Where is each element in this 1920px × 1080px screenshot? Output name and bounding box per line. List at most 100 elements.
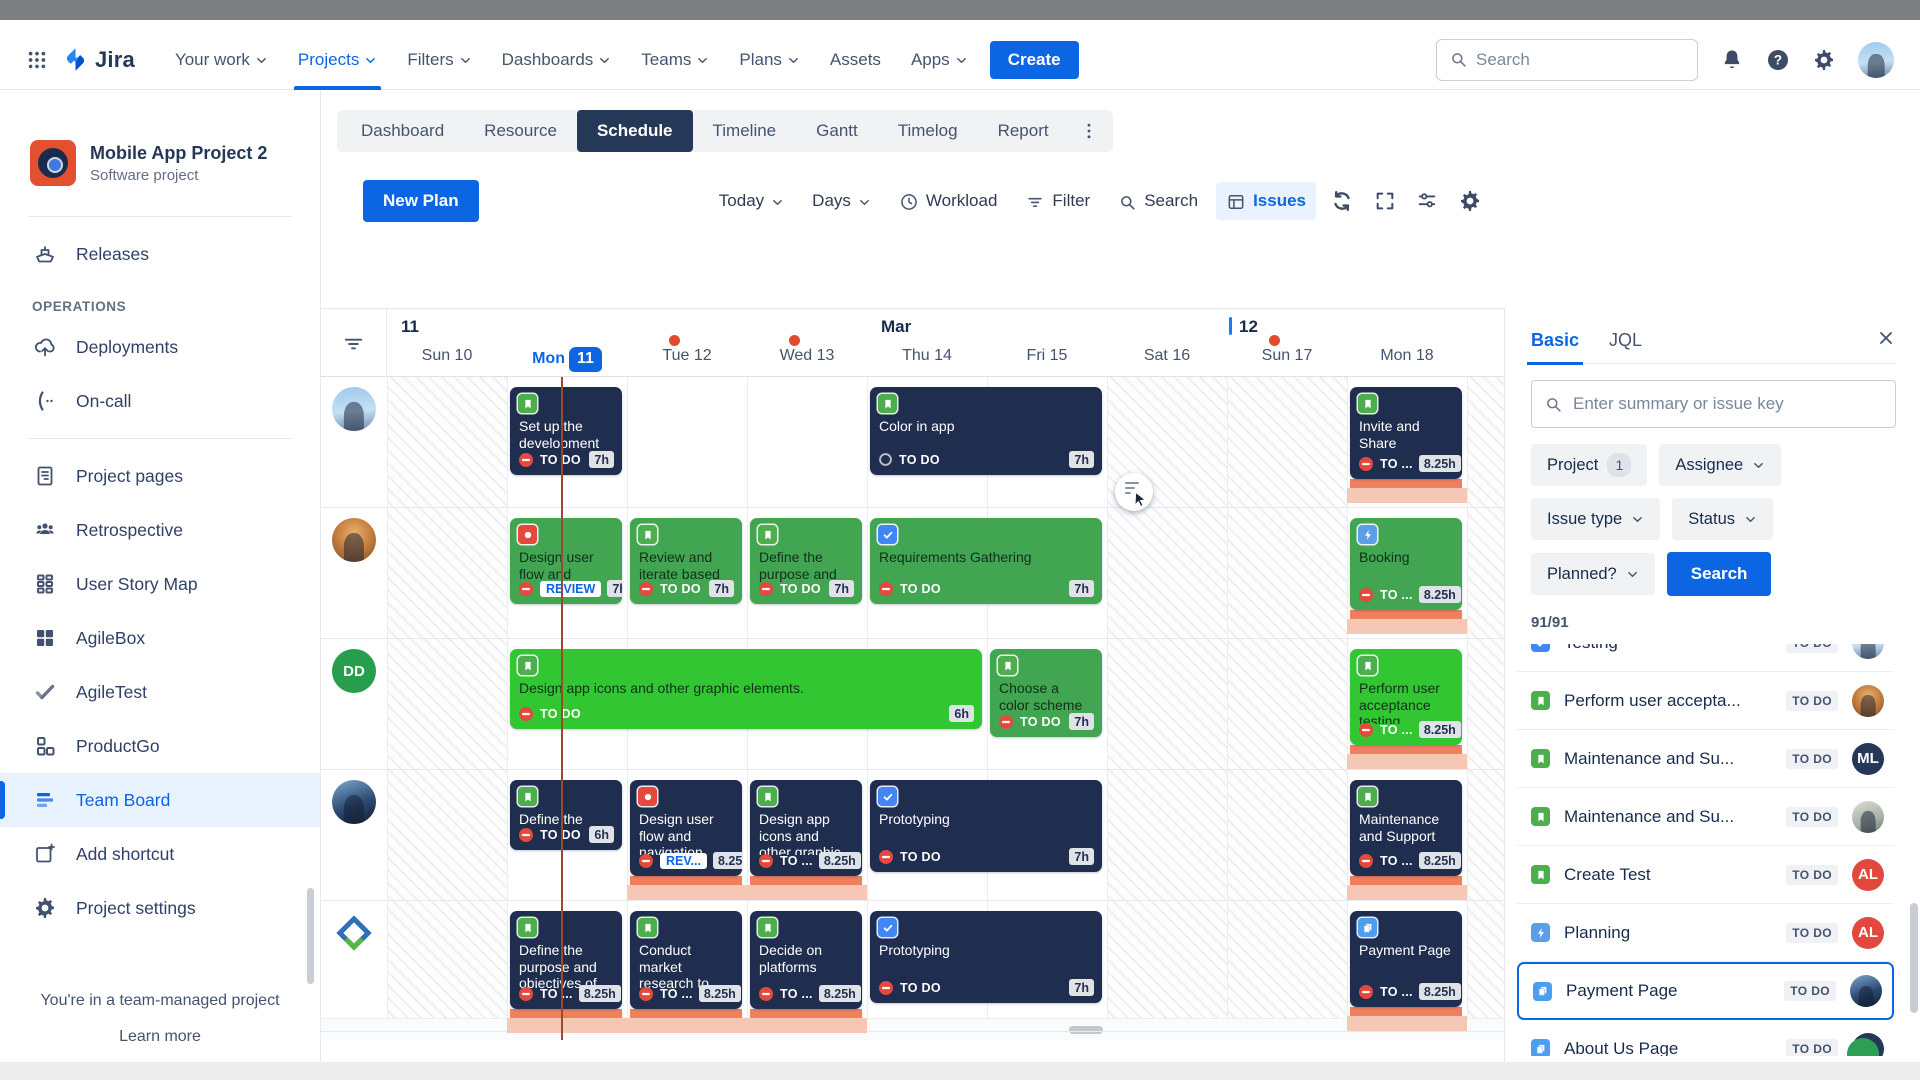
filter-button[interactable]: Filter: [1015, 182, 1100, 220]
sidebar-item-agiletest[interactable]: AgileTest: [0, 665, 320, 719]
horizontal-scrollbar[interactable]: [1069, 1026, 1103, 1034]
issue-search-field[interactable]: [1531, 380, 1896, 428]
sidebar-item-on-call[interactable]: On-call: [0, 374, 320, 428]
day-header-tue-12[interactable]: Tue 12: [662, 347, 712, 364]
nav-item-your-work[interactable]: Your work: [163, 30, 280, 90]
issue-row[interactable]: Payment Page TO DO: [1517, 962, 1894, 1020]
filter-chip-issuetype[interactable]: Issue type: [1531, 498, 1661, 540]
issue-row[interactable]: Planning TO DO AL: [1517, 904, 1894, 962]
panel-search-button[interactable]: Search: [1666, 552, 1772, 596]
task-card[interactable]: Booking TO ... 8.25h: [1350, 518, 1462, 610]
sidebar-item-releases[interactable]: Releases: [0, 227, 320, 281]
task-card[interactable]: Conduct market research to TO ... 8.25h: [630, 911, 742, 1009]
task-card[interactable]: Define the purpose and TO DO 7h: [750, 518, 862, 604]
issue-row[interactable]: Perform user accepta... TO DO: [1517, 672, 1894, 730]
close-icon[interactable]: [1876, 328, 1896, 353]
filter-chip-planned[interactable]: Planned?: [1531, 553, 1655, 595]
tab-gantt[interactable]: Gantt: [816, 121, 858, 140]
sidebar-item-project-settings[interactable]: Project settings: [0, 881, 320, 935]
more-options-icon[interactable]: [1069, 121, 1109, 141]
nav-item-dashboards[interactable]: Dashboards: [490, 30, 624, 90]
tab-schedule[interactable]: Schedule: [576, 110, 693, 152]
task-card[interactable]: Define the purpose and objectives of TO .…: [510, 911, 622, 1009]
display-settings-icon[interactable]: [1410, 184, 1444, 218]
task-card[interactable]: Design app icons and other graphic TO ...…: [750, 780, 862, 876]
app-switcher-icon[interactable]: [26, 49, 48, 71]
task-card[interactable]: Requirements Gathering TO DO 7h: [870, 518, 1102, 604]
sidebar-item-productgo[interactable]: ProductGo: [0, 719, 320, 773]
day-header-mon-11[interactable]: Mon 11: [507, 347, 627, 372]
tab-report[interactable]: Report: [997, 121, 1049, 140]
task-card[interactable]: Maintenance and Support TO ... 8.25h: [1350, 780, 1462, 876]
task-card[interactable]: Decide on platforms TO ... 8.25h: [750, 911, 862, 1009]
day-header-thu-14[interactable]: Thu 14: [902, 347, 952, 364]
filter-chip-project[interactable]: Project 1: [1531, 444, 1648, 486]
panel-tab-basic[interactable]: Basic: [1526, 330, 1584, 365]
settings-gear-icon[interactable]: [1812, 48, 1836, 72]
fullscreen-icon[interactable]: [1368, 184, 1402, 218]
filter-chip-assignee[interactable]: Assignee: [1659, 444, 1782, 486]
create-button[interactable]: Create: [989, 40, 1079, 79]
search-button-toolbar[interactable]: Search: [1108, 183, 1208, 220]
jira-logo[interactable]: Jira: [62, 46, 135, 73]
nav-item-projects[interactable]: Projects: [286, 30, 389, 90]
sidebar-item-agilebox[interactable]: AgileBox: [0, 611, 320, 665]
day-header-sun-10[interactable]: Sun 10: [421, 347, 473, 364]
nav-item-plans[interactable]: Plans: [727, 30, 812, 90]
filter-chip-status[interactable]: Status: [1672, 498, 1773, 540]
task-card[interactable]: Review and iterate based TO DO 7h: [630, 518, 742, 604]
sidebar-item-project-pages[interactable]: Project pages: [0, 449, 320, 503]
day-header-wed-13[interactable]: Wed 13: [779, 347, 835, 364]
panel-scrollbar[interactable]: [1910, 903, 1918, 1013]
global-search[interactable]: [1436, 38, 1698, 81]
task-card[interactable]: Prototyping TO DO 7h: [870, 911, 1102, 1003]
task-card[interactable]: Choose a color scheme TO DO 7h: [990, 649, 1102, 737]
sidebar-item-add-shortcut[interactable]: Add shortcut: [0, 827, 320, 881]
sidebar-scrollbar[interactable]: [307, 888, 314, 984]
issue-row[interactable]: Testing TO DO: [1517, 644, 1894, 672]
new-plan-button[interactable]: New Plan: [363, 180, 479, 222]
day-header-sun-17[interactable]: Sun 17: [1261, 347, 1313, 364]
task-card[interactable]: Set up the development TO DO 7h: [510, 387, 622, 475]
task-card[interactable]: Design user flow and navigation. REV... 8.…: [630, 780, 742, 876]
task-card[interactable]: Design app icons and other graphic eleme…: [510, 649, 982, 729]
refresh-icon[interactable]: [1324, 183, 1360, 219]
workload-button[interactable]: Workload: [889, 182, 1008, 220]
tab-timeline[interactable]: Timeline: [712, 121, 777, 140]
day-header-sat-16[interactable]: Sat 16: [1143, 347, 1191, 364]
gear-icon[interactable]: [1452, 183, 1488, 219]
issue-row[interactable]: Create Test TO DO AL: [1517, 846, 1894, 904]
help-icon[interactable]: ?: [1766, 48, 1790, 72]
row-filter-icon[interactable]: [321, 309, 387, 377]
range-select[interactable]: Days: [802, 183, 881, 219]
day-header-mon-18[interactable]: Mon 18: [1380, 347, 1434, 364]
issue-search-input[interactable]: [1573, 394, 1883, 414]
tab-resource[interactable]: Resource: [484, 121, 557, 140]
sidebar-item-team-board[interactable]: Team Board: [0, 773, 320, 827]
task-card[interactable]: Invite and Share TO ... 8.25h: [1350, 387, 1462, 479]
global-search-input[interactable]: [1476, 49, 1685, 70]
task-card[interactable]: Prototyping TO DO 7h: [870, 780, 1102, 872]
tab-dashboard[interactable]: Dashboard: [361, 121, 445, 140]
nav-item-apps[interactable]: Apps: [899, 30, 980, 90]
sidebar-item-deployments[interactable]: Deployments: [0, 320, 320, 374]
nav-item-assets[interactable]: Assets: [818, 30, 893, 90]
notifications-icon[interactable]: [1720, 48, 1744, 72]
nav-item-teams[interactable]: Teams: [629, 30, 721, 90]
issue-row[interactable]: Maintenance and Su... TO DO ML: [1517, 730, 1894, 788]
day-header-fri-15[interactable]: Fri 15: [1026, 347, 1068, 364]
sidebar-item-user-story-map[interactable]: User Story Map: [0, 557, 320, 611]
learn-more-link[interactable]: Learn more: [119, 1028, 201, 1045]
task-card[interactable]: Perform user acceptance testing TO ... 8.2…: [1350, 649, 1462, 745]
issues-toggle[interactable]: Issues: [1216, 182, 1316, 220]
issue-row[interactable]: Maintenance and Su... TO DO: [1517, 788, 1894, 846]
project-header[interactable]: Mobile App Project 2 Software project: [0, 118, 320, 206]
task-card[interactable]: Payment Page TO ... 8.25h: [1350, 911, 1462, 1007]
task-card[interactable]: Define the TO DO 6h: [510, 780, 622, 850]
tab-timelog[interactable]: Timelog: [897, 121, 958, 140]
today-button[interactable]: Today: [709, 183, 794, 219]
panel-tab-jql[interactable]: JQL: [1609, 330, 1643, 350]
user-avatar[interactable]: [1858, 41, 1894, 78]
